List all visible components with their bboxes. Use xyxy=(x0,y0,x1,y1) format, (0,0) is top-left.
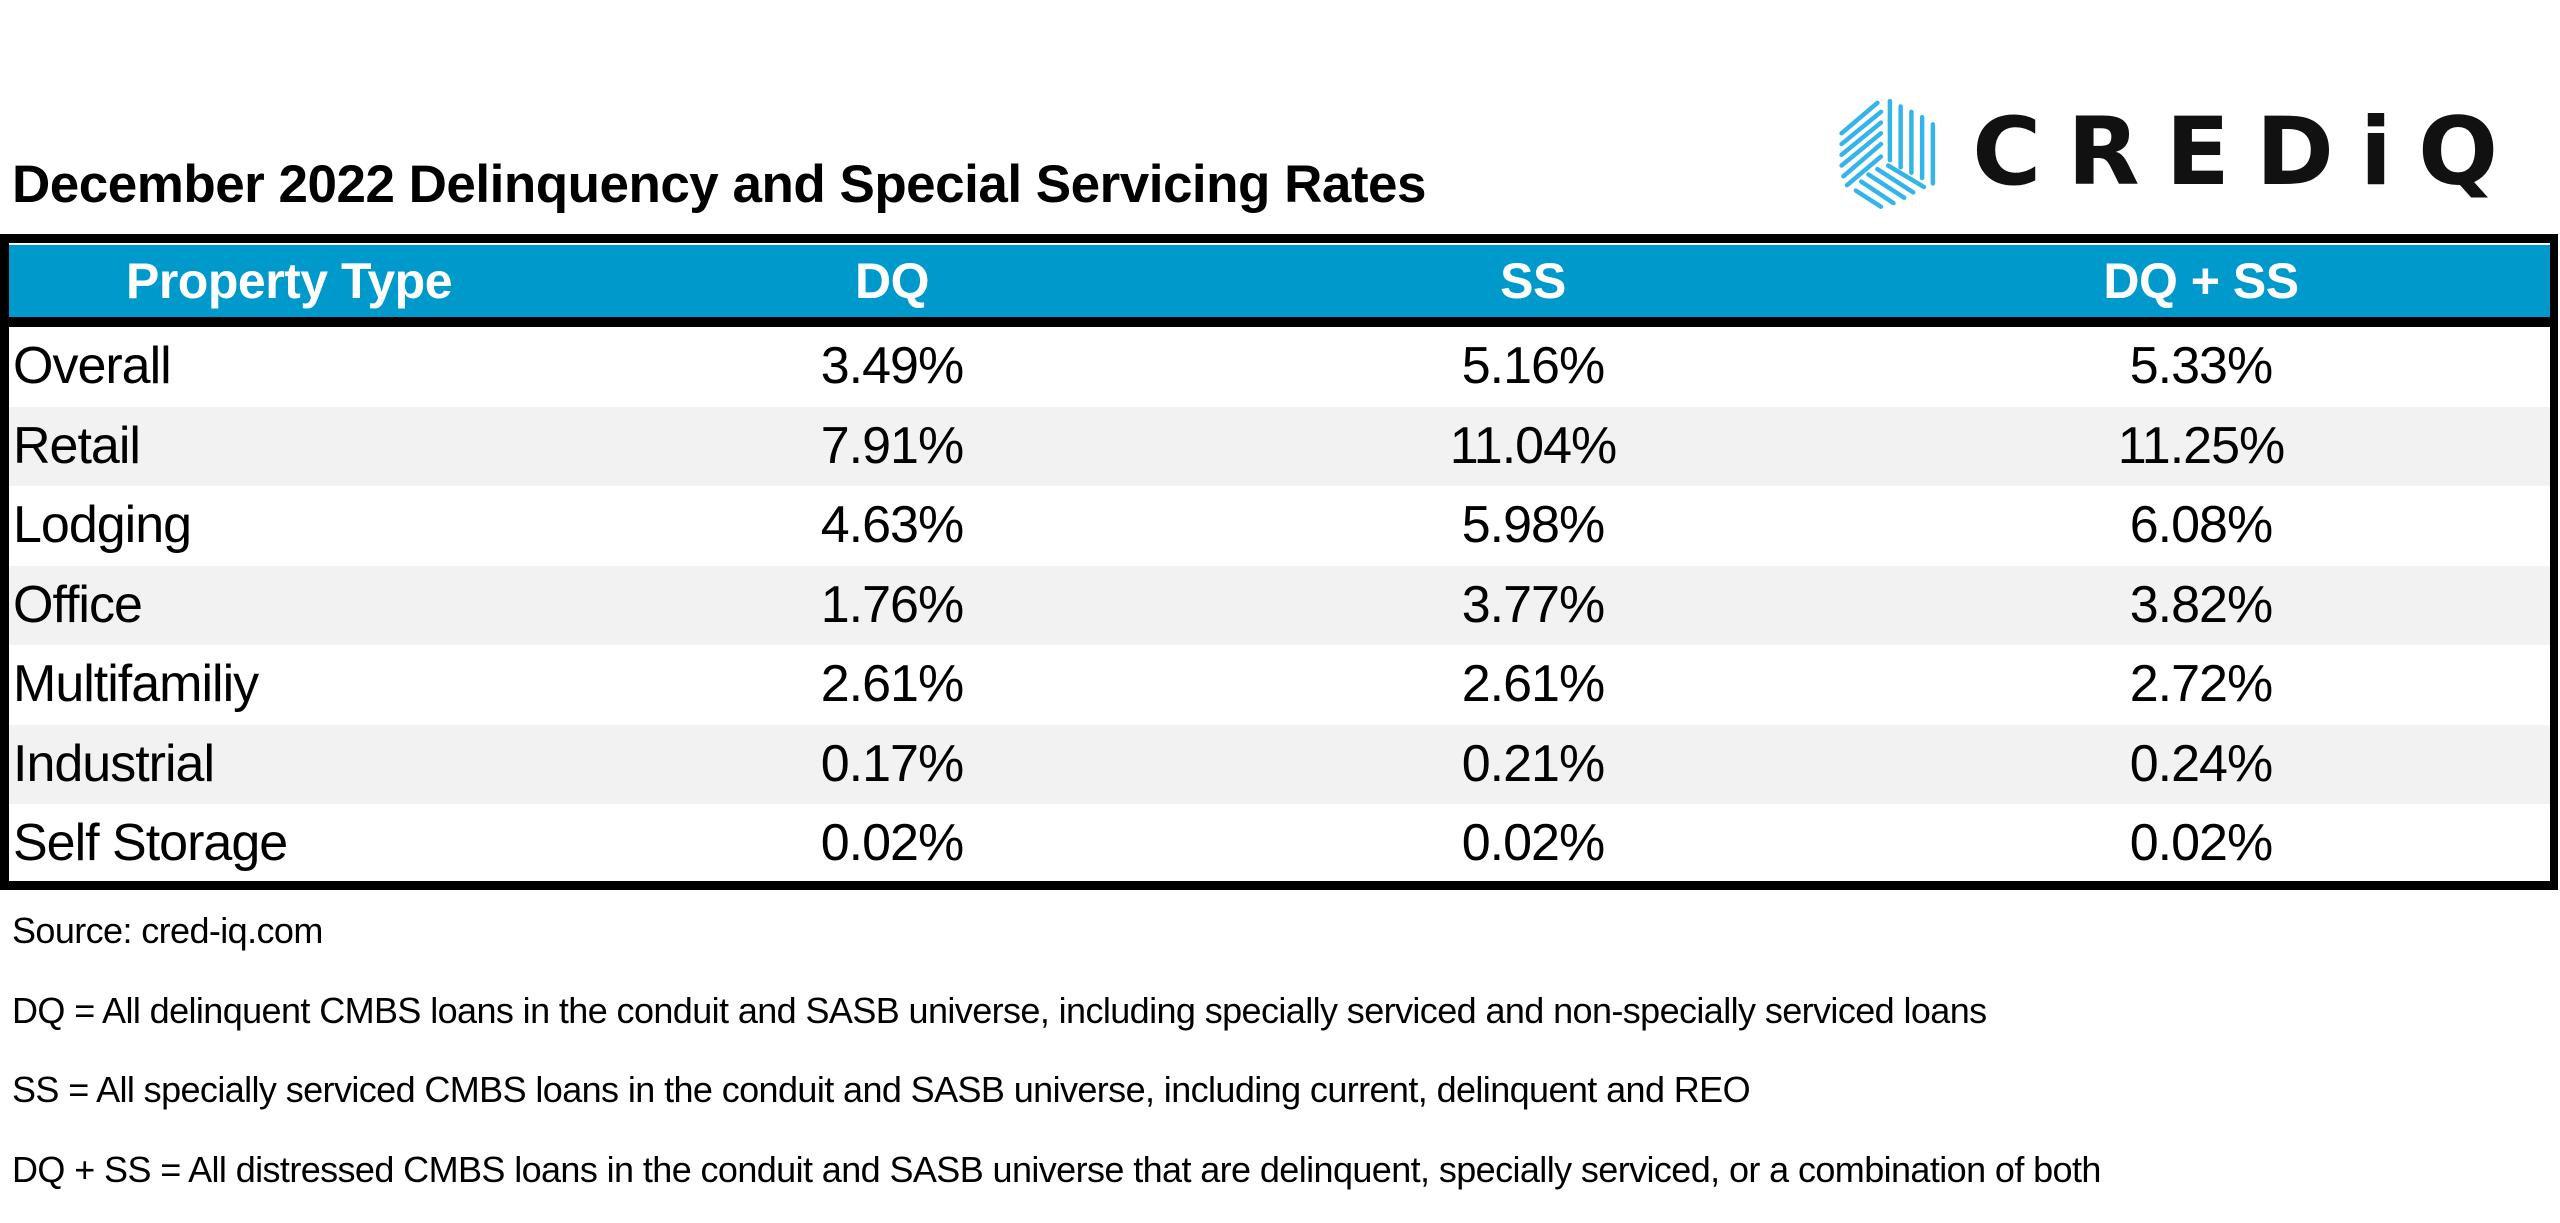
cell-ss: 0.02% xyxy=(1215,804,1851,884)
table-body: Overall 3.49% 5.16% 5.33% Retail 7.91% 1… xyxy=(9,327,2550,884)
cell-property-type: Industrial xyxy=(13,725,214,805)
cell-ss: 5.16% xyxy=(1215,327,1851,407)
cell-property-type: Lodging xyxy=(13,486,191,566)
cell-dq: 4.63% xyxy=(569,486,1215,566)
source-note: Source: cred-iq.com xyxy=(12,905,2101,985)
cell-dq: 2.61% xyxy=(569,645,1215,725)
table-header: Property Type DQ SS DQ + SS xyxy=(9,245,2550,327)
cell-ss: 0.21% xyxy=(1215,725,1851,805)
header-ss: SS xyxy=(1215,245,1851,317)
page-title: December 2022 Delinquency and Special Se… xyxy=(12,158,1426,211)
cell-dq: 1.76% xyxy=(569,566,1215,646)
crediq-logo: CRED i Q xyxy=(1838,88,2498,218)
cell-property-type: Multifamiliy xyxy=(13,645,258,725)
dq-definition: DQ = All delinquent CMBS loans in the co… xyxy=(12,985,2101,1065)
dq-ss-definition: DQ + SS = All distressed CMBS loans in t… xyxy=(12,1144,2101,1223)
cell-ss: 5.98% xyxy=(1215,486,1851,566)
cell-dq-ss: 0.02% xyxy=(1851,804,2551,884)
table-row: Retail 7.91% 11.04% 11.25% xyxy=(9,407,2550,487)
cell-dq-ss: 5.33% xyxy=(1851,327,2551,407)
cell-ss: 11.04% xyxy=(1215,407,1851,487)
header-property-type: Property Type xyxy=(9,245,569,317)
cell-property-type: Office xyxy=(13,566,142,646)
cell-property-type: Overall xyxy=(13,327,171,407)
cell-property-type: Retail xyxy=(13,407,140,487)
crediq-wordmark: CRED i Q xyxy=(1972,106,2498,200)
header-dq-ss: DQ + SS xyxy=(1851,245,2551,317)
cell-dq-ss: 2.72% xyxy=(1851,645,2551,725)
table-row: Self Storage 0.02% 0.02% 0.02% xyxy=(9,804,2550,884)
wordmark-i: i xyxy=(2360,106,2418,200)
wordmark-cred: CRED xyxy=(1972,106,2360,200)
cell-dq-ss: 6.08% xyxy=(1851,486,2551,566)
table-row: Lodging 4.63% 5.98% 6.08% xyxy=(9,486,2550,566)
footnotes: Source: cred-iq.com DQ = All delinquent … xyxy=(12,905,2101,1223)
cell-ss: 2.61% xyxy=(1215,645,1851,725)
cell-dq: 0.17% xyxy=(569,725,1215,805)
ss-definition: SS = All specially serviced CMBS loans i… xyxy=(12,1064,2101,1144)
cell-dq: 0.02% xyxy=(569,804,1215,884)
header-dq: DQ xyxy=(569,245,1215,317)
table-row: Multifamiliy 2.61% 2.61% 2.72% xyxy=(9,645,2550,725)
cell-dq: 3.49% xyxy=(569,327,1215,407)
table-row: Overall 3.49% 5.16% 5.33% xyxy=(9,327,2550,407)
table-row: Industrial 0.17% 0.21% 0.24% xyxy=(9,725,2550,805)
cell-property-type: Self Storage xyxy=(13,804,287,884)
rates-table: Property Type DQ SS DQ + SS Overall 3.49… xyxy=(0,234,2558,890)
cell-dq: 7.91% xyxy=(569,407,1215,487)
wordmark-q: Q xyxy=(2418,106,2498,200)
cell-dq-ss: 3.82% xyxy=(1851,566,2551,646)
crediq-hexagon-mark-icon xyxy=(1838,91,1938,215)
cell-dq-ss: 0.24% xyxy=(1851,725,2551,805)
table-row: Office 1.76% 3.77% 3.82% xyxy=(9,566,2550,646)
cell-ss: 3.77% xyxy=(1215,566,1851,646)
cell-dq-ss: 11.25% xyxy=(1851,407,2551,487)
